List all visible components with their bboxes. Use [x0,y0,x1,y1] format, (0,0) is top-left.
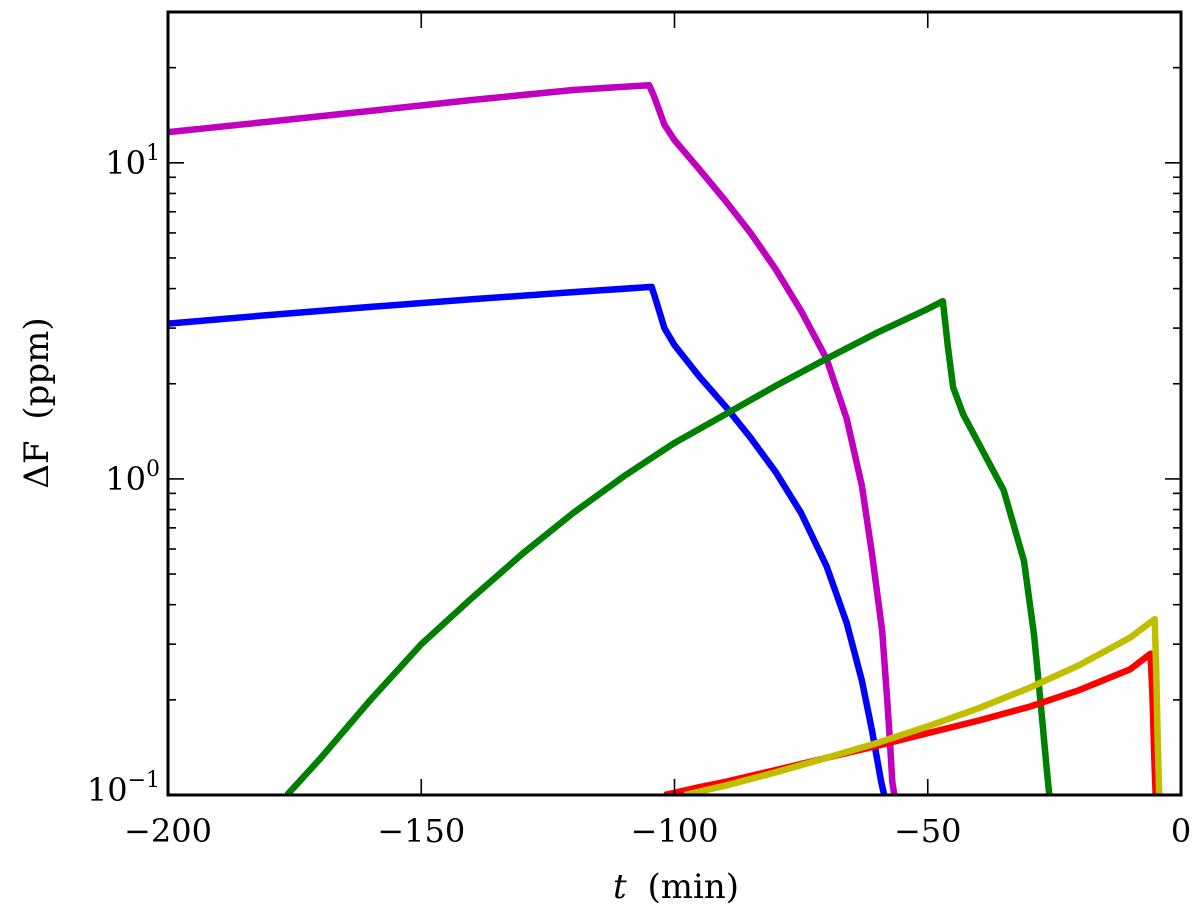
ticks-layer [167,12,1182,796]
y-tick-base: 10 [105,144,146,182]
y-axis-unit: (ppm) [17,317,57,419]
x-axis-label: t (min) [613,867,739,907]
y-tick-exponent: 1 [146,141,160,166]
series-line-4 [663,650,1159,795]
y-tick-label: 101 [105,141,160,182]
series-line-2 [168,283,888,795]
y-tick-exponent: 0 [146,457,160,482]
y-tick-base: 10 [87,771,128,809]
x-tick-label: −200 [124,812,212,850]
x-axis-symbol: t [613,867,627,907]
x-tick-label: −150 [377,812,465,850]
x-tick-label: 0 [1171,812,1191,850]
series-line-5 [683,615,1163,795]
x-tick-label: −100 [631,812,719,850]
plot-frame [166,10,1183,797]
y-tick-label: 10−1 [87,768,160,809]
series-layer [168,81,1163,795]
series-line-3 [284,297,1053,795]
y-tick-base: 10 [105,460,146,498]
x-tick-label: −50 [894,812,962,850]
x-axis-unit: (min) [647,867,739,907]
y-tick-label: 100 [105,457,160,498]
y-tick-exponent: −1 [128,768,160,793]
series-line-1 [168,81,898,795]
y-axis-label: ΔF (ppm) [17,317,57,488]
y-axis-symbol: ΔF [17,440,57,488]
